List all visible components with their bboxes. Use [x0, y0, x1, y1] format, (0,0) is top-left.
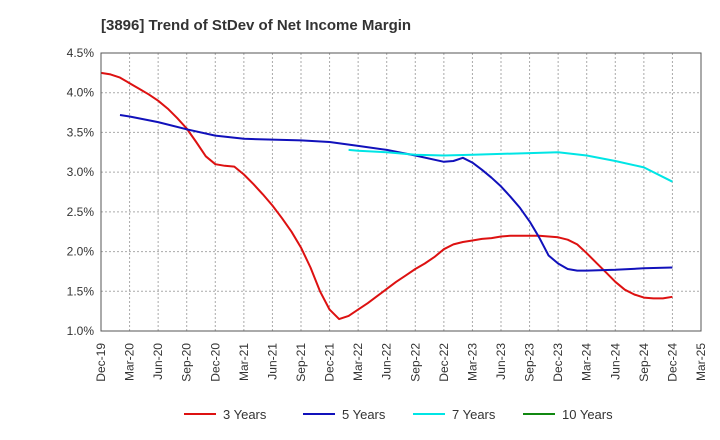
- x-tick-label: Mar-24: [580, 343, 594, 381]
- legend-label-10-years: 10 Years: [562, 407, 613, 422]
- legend-label-3-years: 3 Years: [223, 407, 267, 422]
- x-tick-label: Mar-21: [237, 343, 251, 381]
- y-tick-label: 1.0%: [67, 324, 95, 338]
- y-axis-ticks: 1.0% 1.5% 2.0% 2.5% 3.0% 3.5% 4.0% 4.5%: [67, 46, 95, 338]
- x-tick-label: Mar-25: [694, 343, 708, 381]
- y-tick-label: 2.5%: [67, 205, 95, 219]
- x-tick-label: Sep-20: [180, 343, 194, 382]
- y-tick-label: 3.5%: [67, 125, 95, 139]
- legend-label-7-years: 7 Years: [452, 407, 496, 422]
- x-axis-ticks: Dec-19 Mar-20 Jun-20 Sep-20 Dec-20 Mar-21 Jun-…: [94, 343, 708, 382]
- x-tick-label: Sep-24: [637, 343, 651, 382]
- x-tick-label: Dec-20: [208, 343, 222, 382]
- x-tick-label: Sep-23: [523, 343, 537, 382]
- y-tick-label: 4.0%: [67, 86, 95, 100]
- y-tick-label: 4.5%: [67, 46, 95, 60]
- legend: 3 Years 5 Years 7 Years 10 Years: [184, 407, 613, 422]
- x-tick-label: Mar-23: [465, 343, 479, 381]
- x-tick-label: Dec-23: [551, 343, 565, 382]
- x-tick-label: Mar-20: [123, 343, 137, 381]
- x-tick-label: Jun-24: [608, 343, 622, 380]
- x-tick-label: Jun-22: [380, 343, 394, 380]
- x-tick-label: Jun-20: [151, 343, 165, 380]
- y-tick-label: 3.0%: [67, 165, 95, 179]
- y-tick-label: 1.5%: [67, 284, 95, 298]
- plot-frame: [100, 52, 702, 332]
- chart-title: [3896] Trend of StDev of Net Income Marg…: [101, 17, 411, 34]
- x-tick-label: Dec-21: [323, 343, 337, 382]
- grid: [100, 52, 702, 332]
- series-layer: [100, 71, 673, 321]
- x-tick-label: Dec-19: [94, 343, 108, 382]
- x-tick-label: Jun-21: [265, 343, 279, 380]
- x-tick-label: Dec-24: [665, 343, 679, 382]
- series-line-5-years: [119, 114, 673, 272]
- legend-label-5-years: 5 Years: [342, 407, 386, 422]
- x-tick-label: Sep-22: [408, 343, 422, 382]
- x-tick-label: Mar-22: [351, 343, 365, 381]
- x-tick-label: Dec-22: [437, 343, 451, 382]
- y-tick-label: 2.0%: [67, 245, 95, 259]
- x-tick-label: Sep-21: [294, 343, 308, 382]
- series-line-3-years: [100, 71, 673, 321]
- x-tick-label: Jun-23: [494, 343, 508, 380]
- series-line-7-years: [348, 148, 673, 183]
